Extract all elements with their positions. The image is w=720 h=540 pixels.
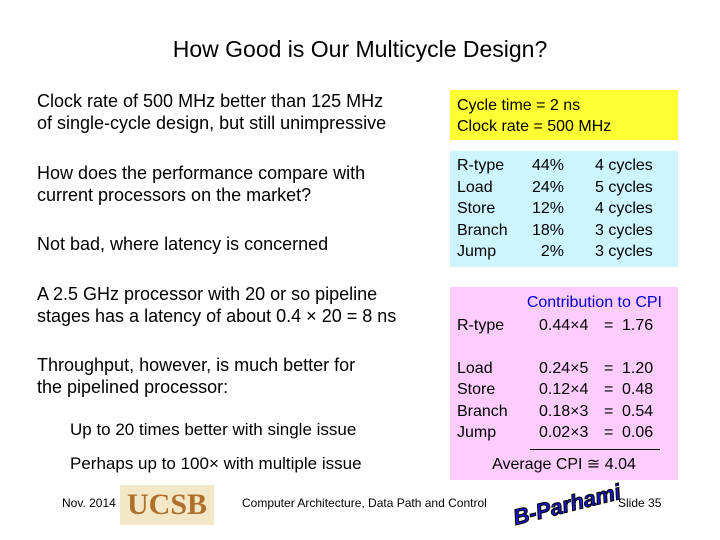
- parhami-logo: B-Parhami: [510, 479, 624, 531]
- instr-type: Jump: [457, 424, 497, 441]
- instr-share: 24%: [531, 178, 564, 196]
- text-line: the pipelined processor:: [37, 377, 229, 397]
- instr-share: 12%: [531, 200, 564, 218]
- yellow-box: Cycle time = 2 ns Clock rate = 500 MHz: [450, 90, 678, 140]
- instr-type: Load: [457, 360, 493, 377]
- text-line: stages has a latency of about 0.4 × 20 =…: [37, 306, 397, 326]
- instr-type: Branch: [457, 403, 508, 420]
- equals: =: [604, 381, 614, 398]
- instr-type: Store: [457, 381, 496, 398]
- cpi-total: Average CPI ≅ 4.04: [492, 456, 636, 473]
- cpi-value: 0.06: [622, 424, 654, 441]
- sub-point: Up to 20 times better with single issue: [70, 420, 357, 439]
- cpi-value: 1.20: [622, 360, 654, 377]
- equals: =: [604, 403, 614, 420]
- cpi-expr: 0.02×3: [539, 424, 589, 441]
- text-line: A 2.5 GHz processor with 20 or so pipeli…: [37, 284, 378, 304]
- instr-cycles: 5 cycles: [595, 178, 653, 196]
- cpi-expr: 0.12×4: [539, 381, 589, 398]
- cpi-expr: 0.24×5: [539, 360, 589, 377]
- instr-type: R-type: [457, 157, 505, 174]
- cpi-value: 0.54: [622, 403, 654, 420]
- text-line: Throughput, however, is much better for: [37, 355, 356, 375]
- instr-share: 18%: [531, 221, 564, 239]
- cpi-value: 0.48: [622, 381, 654, 398]
- instr-cycles: 4 cycles: [595, 200, 653, 218]
- instr-type: Load: [457, 178, 493, 196]
- cpi-box: Contribution to CPI Average CPI ≅ 4.04 R…: [450, 287, 678, 480]
- footer-date: Nov. 2014: [62, 496, 116, 510]
- instr-type: R-type: [457, 317, 505, 334]
- box-heading: Contribution to CPI: [526, 294, 662, 311]
- cpi-expr: 0.44×4: [539, 317, 589, 334]
- text-line: current processors on the market?: [37, 185, 312, 205]
- ucsb-logo: UCSB: [120, 485, 214, 525]
- instr-cycles: 3 cycles: [595, 221, 653, 239]
- text-line: Clock rate of 500 MHz better than 125 MH…: [37, 91, 384, 111]
- equals: =: [604, 317, 614, 334]
- instr-type: Branch: [457, 221, 508, 239]
- equals: =: [604, 360, 614, 377]
- mix-box: R-type 44% 4 cycles Load 24% 5 cycles Store 12%…: [450, 151, 678, 267]
- box-line: Cycle time = 2 ns: [457, 97, 581, 114]
- text-line: Not bad, where latency is concerned: [37, 234, 329, 254]
- instr-share: 2%: [540, 243, 564, 261]
- footer-slide: Slide 35: [618, 496, 662, 510]
- instr-share: 44%: [531, 157, 564, 174]
- equals: =: [604, 424, 614, 441]
- paragraph: How does the performance compare with cur…: [37, 162, 365, 206]
- box-line: Clock rate = 500 MHz: [457, 118, 612, 135]
- slide-title: How Good is Our Multicycle Design?: [172, 36, 548, 62]
- text-line: How does the performance compare with: [37, 163, 366, 183]
- paragraph: Not bad, where latency is concerned: [37, 233, 328, 255]
- instr-type: Store: [457, 200, 496, 218]
- footer-course: Computer Architecture, Data Path and Con…: [242, 496, 487, 510]
- paragraph: A 2.5 GHz processor with 20 or so pipeli…: [37, 283, 396, 327]
- instr-cycles: 3 cycles: [595, 243, 653, 261]
- cpi-expr: 0.18×3: [539, 403, 589, 420]
- sum-line: [530, 449, 660, 450]
- paragraph: Throughput, however, is much better for t…: [37, 354, 355, 398]
- cpi-value: 1.76: [622, 317, 654, 334]
- sub-point: Perhaps up to 100× with multiple issue: [70, 454, 362, 473]
- instr-type: Jump: [457, 243, 497, 261]
- text-line: of single-cycle design, but still unimpr…: [37, 113, 387, 133]
- paragraph: Clock rate of 500 MHz better than 125 MH…: [37, 90, 386, 134]
- instr-cycles: 4 cycles: [595, 157, 653, 174]
